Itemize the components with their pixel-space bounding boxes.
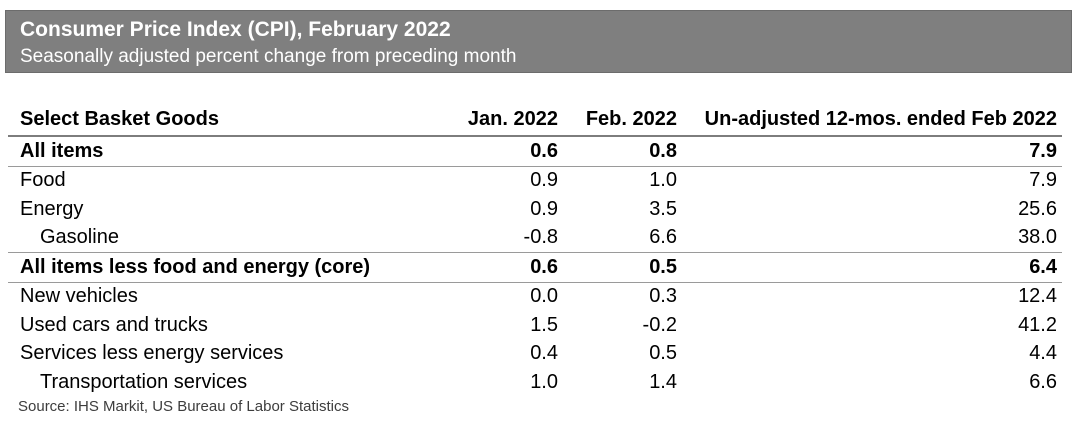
row-value-yoy: 25.6 <box>1018 197 1057 220</box>
row-label: Energy <box>20 197 84 220</box>
table-row-transportation: Transportation services 1.0 1.4 6.6 <box>8 368 1062 397</box>
row-label: All items <box>20 139 104 162</box>
table-row-energy: Energy 0.9 3.5 25.6 <box>8 195 1062 224</box>
column-header-feb: Feb. 2022 <box>585 107 677 130</box>
table-header-row: Select Basket Goods Jan. 2022 Feb. 2022 … <box>8 103 1062 137</box>
row-value-yoy: 38.0 <box>1018 226 1057 249</box>
title-banner: Consumer Price Index (CPI), February 202… <box>5 10 1072 73</box>
column-header-jan: Jan. 2022 <box>467 107 558 130</box>
row-value-yoy: 4.4 <box>1029 342 1057 365</box>
table-row-food: Food 0.9 1.0 7.9 <box>8 167 1062 196</box>
row-value-feb: 0.5 <box>649 255 677 278</box>
table-row-used-cars: Used cars and trucks 1.5 -0.2 41.2 <box>8 311 1062 340</box>
row-value-jan: -0.8 <box>523 226 558 249</box>
cpi-table: Select Basket Goods Jan. 2022 Feb. 2022 … <box>8 103 1062 397</box>
row-label: Food <box>20 169 66 192</box>
page-subtitle: Seasonally adjusted percent change from … <box>20 46 517 68</box>
table-row-services: Services less energy services 0.4 0.5 4.… <box>8 340 1062 369</box>
row-value-feb: 3.5 <box>649 197 677 220</box>
table-row-core: All items less food and energy (core) 0.… <box>8 253 1062 283</box>
row-value-jan: 0.9 <box>530 197 558 220</box>
row-value-jan: 0.9 <box>530 169 558 192</box>
table-row-all-items: All items 0.6 0.8 7.9 <box>8 137 1062 167</box>
table-row-gasoline: Gasoline -0.8 6.6 38.0 <box>8 224 1062 253</box>
row-value-yoy: 7.9 <box>1029 139 1057 162</box>
column-header-yoy: Un-adjusted 12-mos. ended Feb 2022 <box>704 107 1057 130</box>
row-value-feb: -0.2 <box>642 313 677 336</box>
row-value-feb: 1.0 <box>649 169 677 192</box>
page-title: Consumer Price Index (CPI), February 202… <box>20 18 451 41</box>
row-label: New vehicles <box>20 285 138 308</box>
row-value-jan: 1.5 <box>530 313 558 336</box>
row-value-yoy: 12.4 <box>1018 285 1057 308</box>
row-value-yoy: 41.2 <box>1018 313 1057 336</box>
row-value-feb: 6.6 <box>649 226 677 249</box>
row-label: All items less food and energy (core) <box>20 255 371 278</box>
row-value-feb: 0.8 <box>649 139 677 162</box>
row-label: Services less energy services <box>20 342 284 365</box>
table-row-new-vehicles: New vehicles 0.0 0.3 12.4 <box>8 283 1062 312</box>
row-value-feb: 1.4 <box>649 370 677 393</box>
row-value-feb: 0.5 <box>649 342 677 365</box>
row-value-jan: 1.0 <box>530 370 558 393</box>
column-header-goods: Select Basket Goods <box>20 107 219 130</box>
source-note: Source: IHS Markit, US Bureau of Labor S… <box>18 398 349 415</box>
row-value-jan: 0.6 <box>530 139 558 162</box>
row-value-jan: 0.0 <box>530 285 558 308</box>
row-label: Used cars and trucks <box>20 313 208 336</box>
row-label: Gasoline <box>40 226 119 249</box>
row-label: Transportation services <box>40 370 248 393</box>
row-value-feb: 0.3 <box>649 285 677 308</box>
row-value-yoy: 6.4 <box>1029 255 1057 278</box>
row-value-jan: 0.6 <box>530 255 558 278</box>
row-value-yoy: 7.9 <box>1029 169 1057 192</box>
row-value-yoy: 6.6 <box>1029 370 1057 393</box>
row-value-jan: 0.4 <box>530 342 558 365</box>
